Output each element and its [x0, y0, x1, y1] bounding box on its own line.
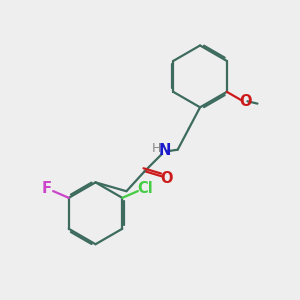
- Text: F: F: [42, 181, 52, 196]
- Text: N: N: [159, 143, 172, 158]
- Text: H: H: [152, 142, 161, 155]
- Text: O: O: [239, 94, 251, 110]
- Text: Cl: Cl: [137, 181, 153, 196]
- Text: O: O: [160, 171, 173, 186]
